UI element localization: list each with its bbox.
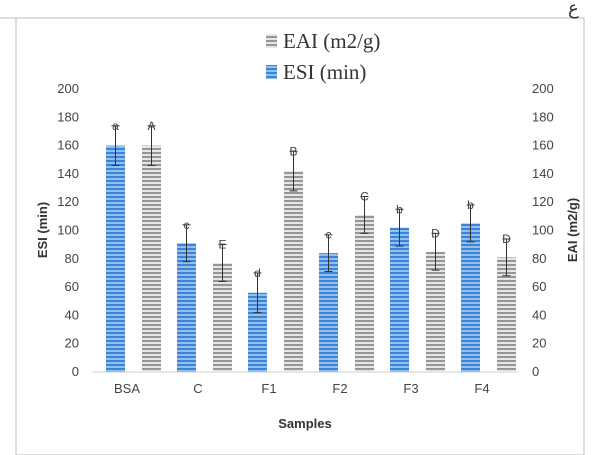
y-tick-label: 180 [57, 109, 79, 124]
y-tick-label: 140 [57, 166, 79, 181]
y-tick-label: 160 [57, 138, 79, 153]
y2-tick-label: 0 [532, 364, 539, 379]
y2-tick-label: 140 [532, 166, 554, 181]
y-tick-label: 120 [57, 194, 79, 209]
legend-swatch-esi [266, 65, 277, 79]
x-axis-title: Samples [278, 416, 331, 431]
significance-letter: D [431, 226, 440, 240]
esi-bar [319, 253, 338, 372]
header-fragment: ع [568, 0, 579, 19]
error-bars [111, 125, 511, 314]
category-label: BSA [114, 381, 140, 396]
significance-letter: E [218, 238, 226, 252]
eai-bar [284, 171, 303, 372]
eai-bar [355, 214, 374, 372]
right-axis-ticks: 0 20 40 60 80 100 120 140 160 180 200 [532, 81, 554, 379]
legend-label-eai: EAI (m2/g) [283, 29, 380, 53]
significance-letter: A [147, 119, 155, 133]
significance-letter: b [396, 202, 403, 216]
y-tick-label: 100 [57, 223, 79, 238]
category-label: F3 [403, 381, 418, 396]
y2-tick-label: 120 [532, 194, 554, 209]
y-axis-title: ESI (min) [35, 202, 50, 258]
y2-tick-label: 100 [532, 223, 554, 238]
significance-letters: a Ac Ed Bc Cb Db D [112, 119, 511, 280]
eai-bar [213, 263, 232, 372]
y2-tick-label: 180 [532, 109, 554, 124]
eai-bar [497, 257, 516, 372]
bars [106, 145, 516, 372]
esi-bar [390, 227, 409, 372]
significance-letter: a [112, 119, 119, 133]
category-label: F2 [332, 381, 347, 396]
significance-letter: D [502, 232, 511, 246]
y2-tick-label: 60 [532, 279, 546, 294]
y-tick-label: 80 [65, 251, 79, 266]
eai-bar [142, 145, 161, 372]
significance-letter: c [326, 228, 332, 242]
y2-tick-label: 40 [532, 307, 546, 322]
esi-bar [106, 145, 125, 372]
significance-letter: C [360, 190, 369, 204]
y-tick-label: 20 [65, 336, 79, 351]
y-tick-label: 200 [57, 81, 79, 96]
legend-swatch-eai [266, 34, 277, 48]
y2-tick-label: 80 [532, 251, 546, 266]
esi-bar [177, 243, 196, 372]
y2-tick-label: 200 [532, 81, 554, 96]
legend: EAI (m2/g) ESI (min) [266, 29, 380, 84]
significance-letter: c [184, 218, 190, 232]
significance-letter: b [467, 198, 474, 212]
y2-axis-title: EAI (m2/g) [565, 198, 580, 262]
eai-bar [426, 251, 445, 372]
category-labels: BSA C F1 F2 F3 F4 [114, 381, 490, 396]
category-label: C [193, 381, 202, 396]
left-axis-ticks: 0 20 40 60 80 100 120 140 160 180 200 [57, 81, 79, 379]
legend-label-esi: ESI (min) [283, 60, 366, 84]
y-tick-label: 0 [72, 364, 79, 379]
y-tick-label: 40 [65, 307, 79, 322]
significance-letter: d [254, 266, 261, 280]
category-label: F1 [261, 381, 276, 396]
y-tick-label: 60 [65, 279, 79, 294]
y2-tick-label: 20 [532, 336, 546, 351]
category-label: F4 [474, 381, 489, 396]
significance-letter: B [289, 144, 297, 158]
y2-tick-label: 160 [532, 138, 554, 153]
esi-bar [248, 292, 267, 372]
esi-bar [461, 223, 480, 372]
